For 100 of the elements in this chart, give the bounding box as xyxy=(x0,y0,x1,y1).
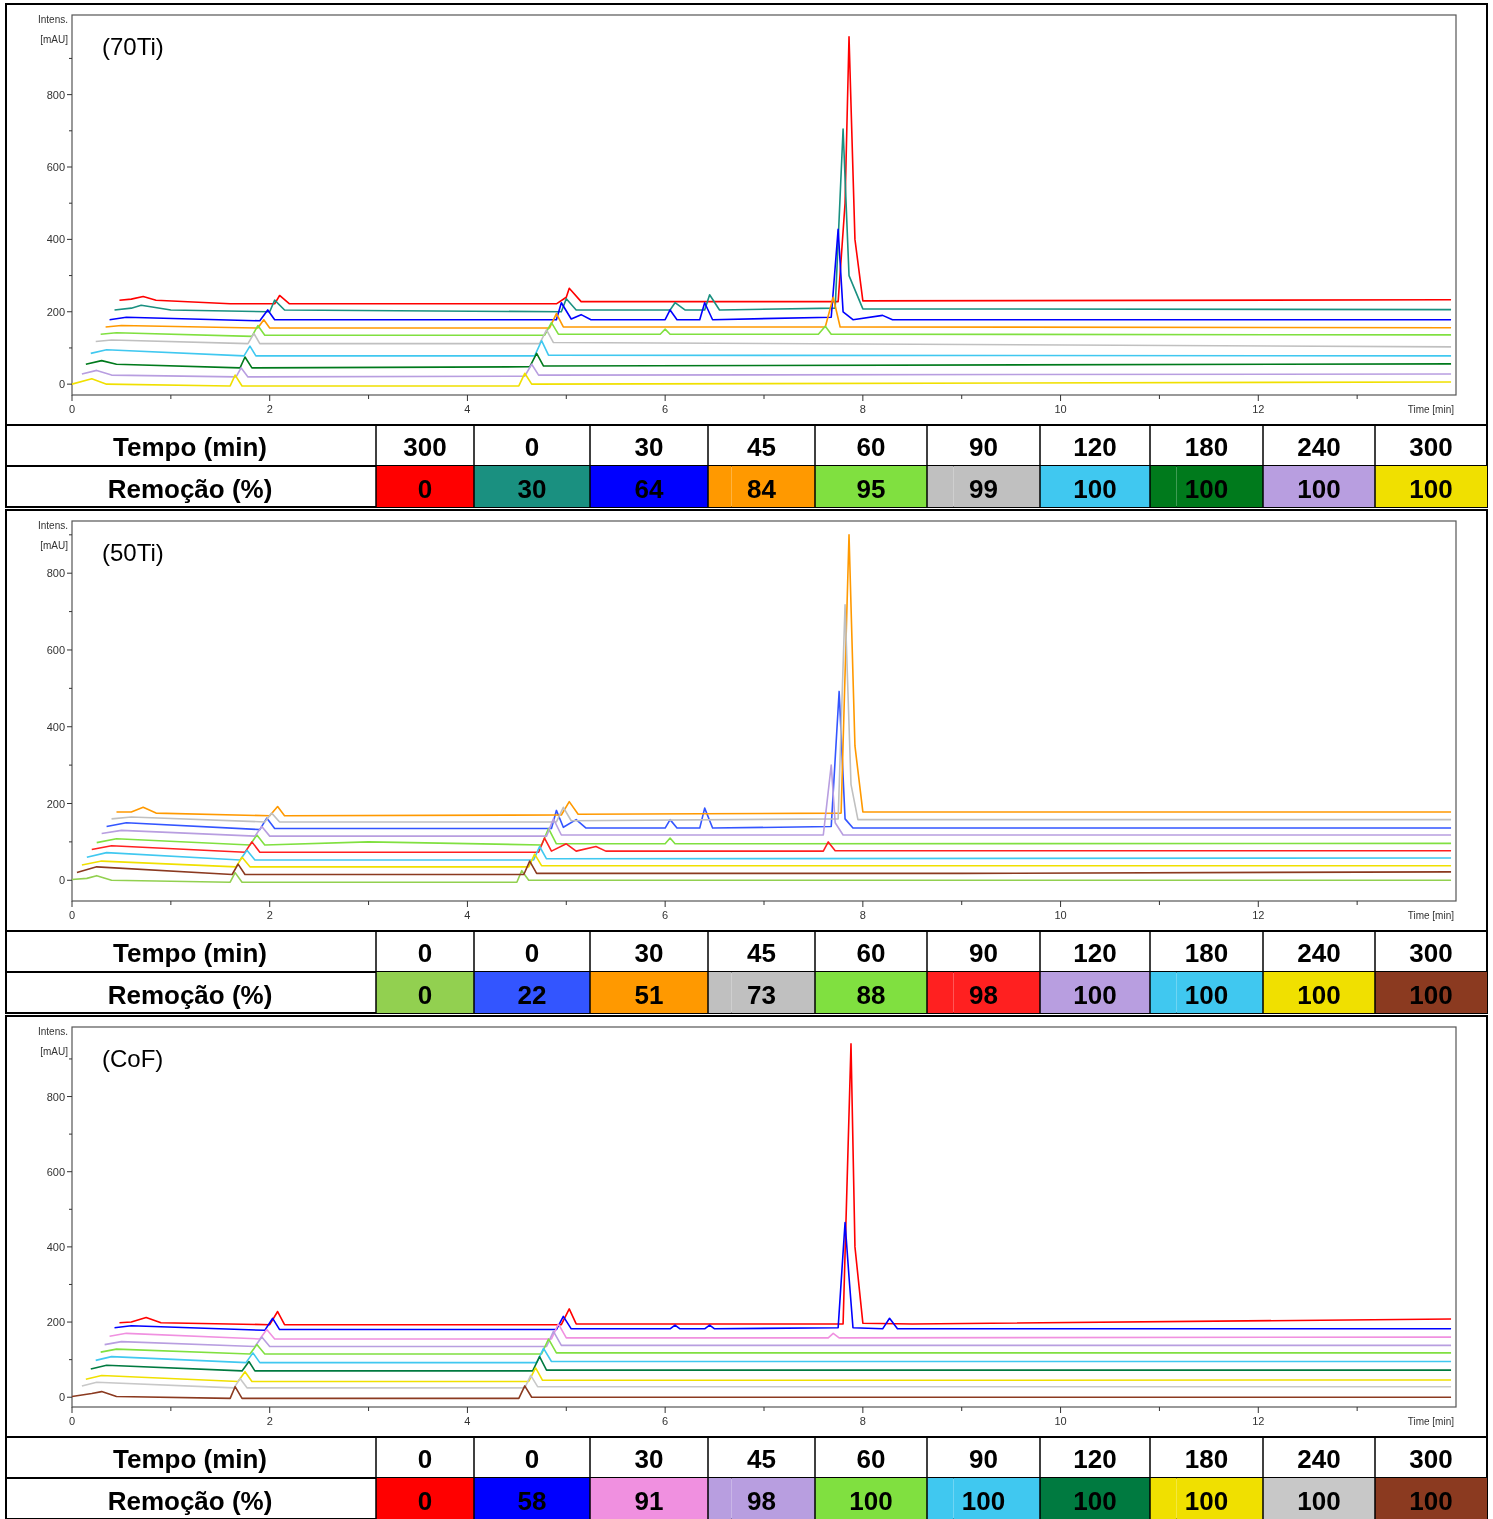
x-tick-label: 10 xyxy=(1054,909,1067,921)
legend-label: 100 xyxy=(961,1486,1006,1516)
annotation: (CoF) xyxy=(102,1045,164,1072)
text: 120 xyxy=(1073,938,1117,968)
line-series xyxy=(94,1347,1452,1364)
line-series xyxy=(86,845,1452,861)
text: 90 xyxy=(969,432,998,462)
text: 240 xyxy=(1297,432,1341,462)
text: Tempo (min) xyxy=(112,938,268,968)
legend-label: 100 xyxy=(849,1486,893,1516)
line-series xyxy=(71,1385,1452,1400)
text: Remoção (%) xyxy=(107,1486,273,1516)
x-tick-label: 6 xyxy=(662,909,669,921)
y-tick-label: 400 xyxy=(46,1240,65,1253)
text: 30 xyxy=(634,432,664,462)
text: 300 xyxy=(1409,432,1453,462)
text: 30 xyxy=(634,1444,664,1474)
y-tick-label: 200 xyxy=(46,305,65,318)
text: 120 xyxy=(1073,432,1117,462)
legend-label: 58 xyxy=(517,1486,547,1516)
x-tick-label: 2 xyxy=(266,909,273,921)
x-tick-label: 2 xyxy=(266,1415,273,1427)
y-tick-label: 200 xyxy=(46,797,65,810)
legend-label: 100 xyxy=(1409,980,1453,1010)
text: 240 xyxy=(1297,1444,1341,1474)
legend-label: 100 xyxy=(1409,1486,1453,1516)
text: 180 xyxy=(1184,1444,1229,1474)
x-tick-label: 4 xyxy=(464,1415,471,1427)
legend-label: 100 xyxy=(1297,474,1341,504)
legend-label: 64 xyxy=(634,474,664,504)
line-series xyxy=(90,837,1452,854)
line-series xyxy=(113,128,1452,313)
text: Remoção (%) xyxy=(107,474,273,504)
annotation: (70Ti) xyxy=(102,33,164,60)
line-series xyxy=(110,603,1452,823)
x-axis-title: Time [min] xyxy=(1407,1416,1455,1427)
text: 0 xyxy=(524,432,540,462)
y-axis-title: Intens. [mAU] xyxy=(37,520,69,551)
legend-label: 100 xyxy=(1409,474,1453,504)
legend-label: 98 xyxy=(747,1486,776,1516)
x-tick-label: 8 xyxy=(859,909,866,921)
line-series xyxy=(85,352,1452,369)
line-series xyxy=(85,1367,1452,1383)
text: 180 xyxy=(1184,432,1229,462)
text: 300 xyxy=(1409,938,1453,968)
line-series xyxy=(108,228,1452,322)
line-series xyxy=(105,690,1452,831)
legend-label: 30 xyxy=(517,474,547,504)
legend-label: 100 xyxy=(1297,1486,1341,1516)
line-series xyxy=(104,296,1452,329)
y-tick-label: 0 xyxy=(58,1391,65,1404)
legend-label: 100 xyxy=(1073,1486,1117,1516)
text: 300 xyxy=(403,432,447,462)
x-axis-title: Time [min] xyxy=(1407,404,1455,415)
x-tick-label: 12 xyxy=(1252,909,1265,921)
text: 60 xyxy=(856,938,886,968)
legend-label: 95 xyxy=(856,474,886,504)
x-tick-label: 12 xyxy=(1252,1415,1265,1427)
y-tick-label: 400 xyxy=(46,720,65,733)
legend-label: 22 xyxy=(517,980,547,1010)
legend-label: 100 xyxy=(1297,980,1341,1010)
x-tick-label: 0 xyxy=(68,403,76,415)
line-series xyxy=(108,1323,1452,1340)
legend-label: 73 xyxy=(747,980,776,1010)
text: 90 xyxy=(969,1444,998,1474)
text: Tempo (min) xyxy=(112,432,268,462)
y-tick-label: 600 xyxy=(46,643,65,656)
x-tick-label: 0 xyxy=(68,909,76,921)
line-series xyxy=(100,764,1452,837)
y-tick-label: 0 xyxy=(58,874,65,887)
x-tick-label: 2 xyxy=(266,403,273,415)
line-series xyxy=(81,363,1452,378)
text: 0 xyxy=(524,938,540,968)
legend-label: 100 xyxy=(1184,1486,1229,1516)
y-axis-title: Intens. [mAU] xyxy=(37,14,69,45)
legend-label: 99 xyxy=(969,474,998,504)
y-tick-label: 200 xyxy=(46,1316,65,1329)
y-tick-label: 400 xyxy=(46,233,65,246)
text: 0 xyxy=(524,1444,540,1474)
legend-label: 100 xyxy=(1073,980,1117,1010)
legend-label: 51 xyxy=(634,980,664,1010)
x-tick-label: 12 xyxy=(1252,403,1265,415)
text: 90 xyxy=(969,938,998,968)
legend-label: 98 xyxy=(969,980,998,1010)
legend-label: 84 xyxy=(747,474,777,504)
line-series xyxy=(95,827,1452,846)
text: Remoção (%) xyxy=(107,980,273,1010)
legend-label: 100 xyxy=(1184,474,1229,504)
legend-label: 88 xyxy=(856,980,886,1010)
text: 45 xyxy=(747,938,776,968)
line-series xyxy=(81,853,1452,868)
y-tick-label: 600 xyxy=(46,161,65,173)
y-tick-label: 800 xyxy=(46,1090,65,1103)
legend-label: 100 xyxy=(1184,980,1229,1010)
legend-label: 91 xyxy=(634,1486,664,1516)
y-tick-label: 600 xyxy=(46,1165,65,1178)
text: 30 xyxy=(634,938,664,968)
legend-label: 0 xyxy=(417,980,433,1010)
legend-label: 0 xyxy=(417,1486,433,1516)
x-axis-title: Time [min] xyxy=(1407,910,1455,921)
